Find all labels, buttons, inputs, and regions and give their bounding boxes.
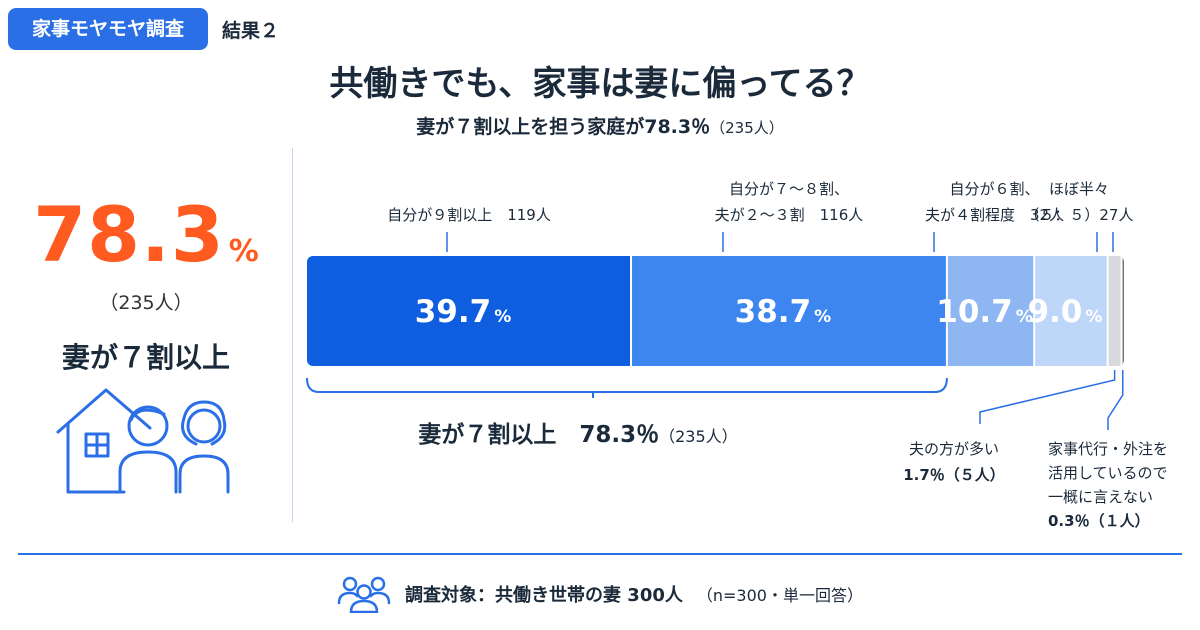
headline-percent-value: 78.3 (33, 190, 225, 279)
category-label-6: 家事代行・外注を (1048, 440, 1168, 458)
category-label-2: 夫が２〜３割 116人 (715, 206, 864, 224)
bar-segment-2 (631, 256, 947, 366)
headline-percent-unit: % (228, 234, 259, 269)
family-house-icon (56, 388, 230, 494)
bar-segment-6 (1121, 256, 1124, 366)
value-label-4: 9.0% (1027, 294, 1102, 330)
footer-note: （n=300・単一回答） (696, 586, 863, 605)
footer: 調査対象：共働き世帯の妻 300人 （n=300・単一回答） (0, 574, 1200, 614)
category-label-6: 活用しているので (1048, 464, 1168, 482)
value-label-2: 38.7% (735, 294, 832, 330)
footer-divider (18, 553, 1182, 555)
category-label-4: （５：５）27人 (1024, 206, 1133, 224)
bar-segment-5 (1107, 256, 1122, 366)
category-label-1: 自分が９割以上 119人 (387, 206, 551, 224)
category-label-5: 1.7％（５人） (903, 466, 1005, 484)
result-label: 結果２ (222, 20, 280, 42)
bar-segment-1 (307, 256, 632, 366)
category-label-6: 0.3％（１人） (1048, 512, 1150, 530)
category-label-3: 自分が６割、 (950, 180, 1040, 198)
category-label-4: ほぼ半々 (1049, 180, 1109, 198)
subtitle-count: （235人） (710, 119, 784, 137)
bracket-count: （235人） (659, 427, 738, 446)
chart-title: 共働きでも、家事は妻に偏ってる？ (329, 64, 871, 104)
footer-text: 調査対象：共働き世帯の妻 300人 (405, 585, 683, 606)
survey-tag: 家事モヤモヤ調査 (8, 8, 208, 50)
category-label-3: 夫が４割程度 32人 (925, 206, 1064, 224)
headline-count: （235人） (99, 292, 193, 314)
stacked-bar-chart: 39.7% 38.7% 10.7 %9.0 %自分が９割以上 119人自分が７〜８割、夫… (306, 180, 1168, 530)
bar-group (307, 256, 1124, 366)
vertical-divider (292, 148, 293, 522)
category-label-5: 夫の方が多い (909, 440, 999, 458)
chart-subtitle: 妻が７割以上を担う家庭が78.3％（235人） (0, 112, 1200, 139)
headline-percent: 78.3% (0, 190, 292, 279)
category-label-2: 自分が７〜８割、 (729, 180, 849, 198)
bar-segment-4 (1034, 256, 1108, 366)
bracket-line (306, 377, 948, 393)
subtitle-main: 妻が７割以上を担う家庭が78.3％ (416, 116, 711, 138)
leader-line-6 (1107, 370, 1124, 430)
headline-label: 妻が７割以上 (61, 341, 230, 374)
bar-segment-3 (946, 256, 1035, 366)
category-label-6: 一概に言えない (1048, 488, 1153, 506)
bracket-label: 妻が７割以上 78.3％（235人） (418, 421, 737, 448)
people-group-icon (337, 576, 391, 613)
leader-line-5 (979, 370, 1116, 424)
